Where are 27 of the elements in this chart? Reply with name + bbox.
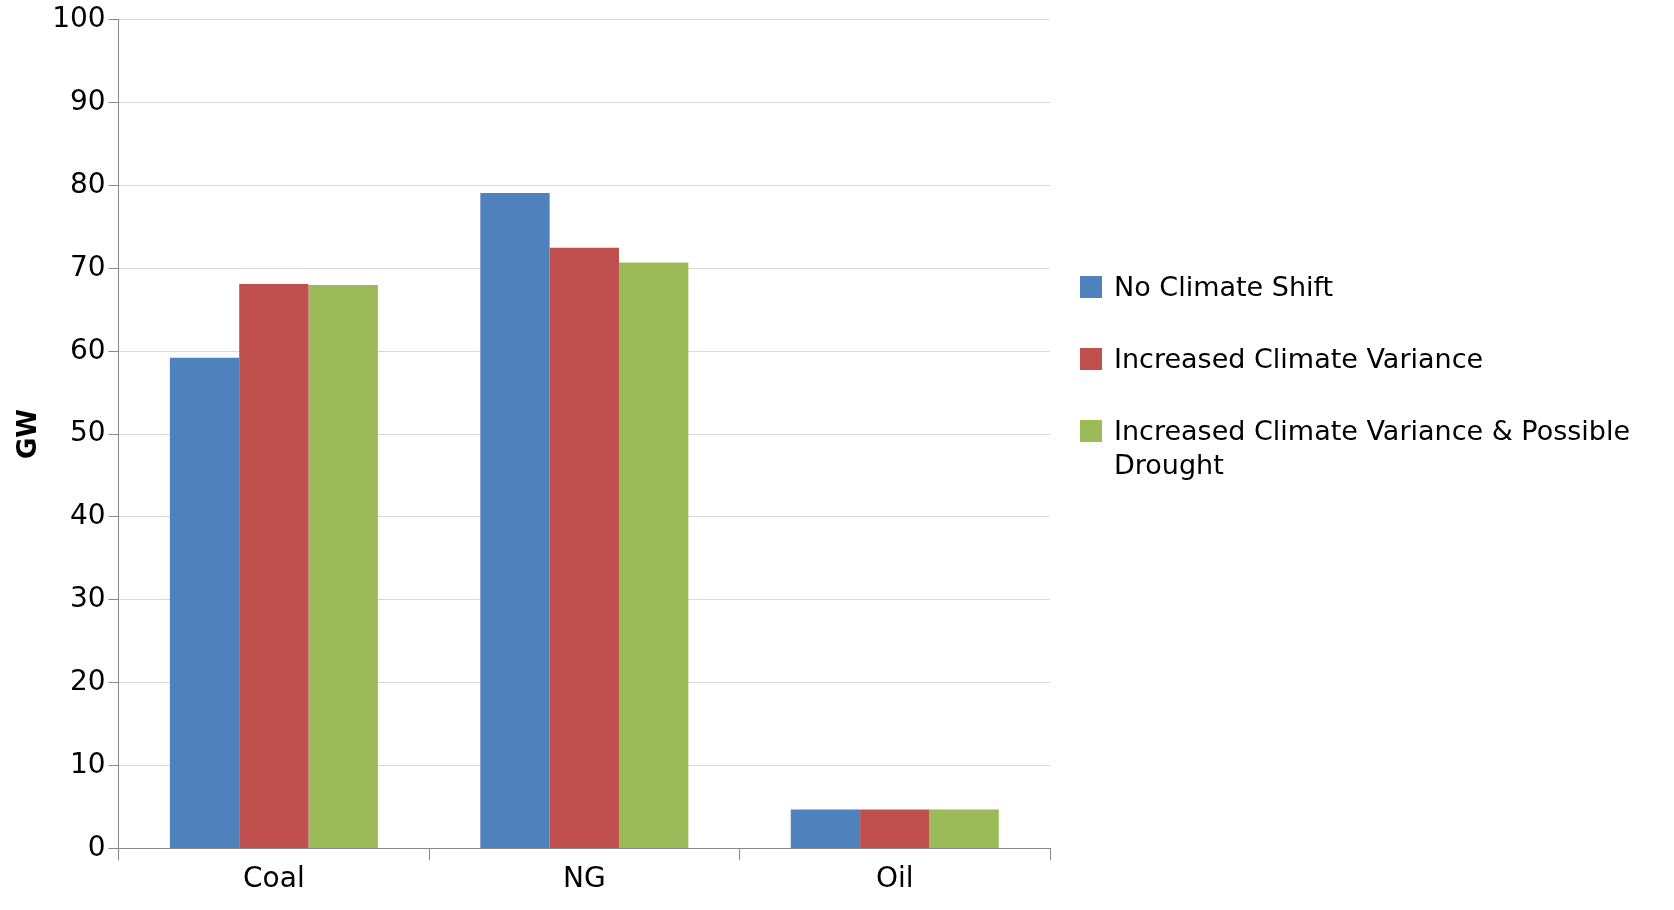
bar bbox=[169, 357, 240, 848]
y-tick-label: 20 bbox=[70, 663, 106, 697]
bar bbox=[860, 809, 930, 848]
bar bbox=[549, 247, 619, 848]
x-tick-label: NG bbox=[562, 861, 606, 895]
y-tick-label: 90 bbox=[70, 83, 106, 117]
y-tick-label: 100 bbox=[52, 1, 106, 35]
bar bbox=[239, 284, 309, 848]
y-tick-label: 70 bbox=[70, 249, 106, 283]
bar bbox=[790, 809, 861, 848]
y-axis-title: GW bbox=[12, 409, 43, 460]
y-tick-label: 30 bbox=[70, 581, 106, 615]
bar bbox=[480, 192, 550, 848]
legend-label: Increased Climate Variance & Possible Drought bbox=[1114, 414, 1632, 482]
y-tick-label: 0 bbox=[87, 829, 106, 863]
y-tick-label: 40 bbox=[70, 498, 106, 532]
bar bbox=[929, 809, 999, 848]
bar bbox=[308, 284, 378, 848]
y-tick-label: 10 bbox=[70, 746, 106, 780]
x-tick-label: Oil bbox=[875, 861, 914, 895]
x-tick-label: Coal bbox=[243, 861, 305, 895]
y-tick-label: 60 bbox=[70, 332, 106, 366]
y-tick-label: 80 bbox=[70, 166, 106, 200]
bar bbox=[618, 262, 689, 848]
legend-label: No Climate Shift bbox=[1114, 270, 1334, 304]
y-tick-label: 50 bbox=[70, 415, 106, 449]
legend-label: Increased Climate Variance bbox=[1114, 342, 1484, 376]
